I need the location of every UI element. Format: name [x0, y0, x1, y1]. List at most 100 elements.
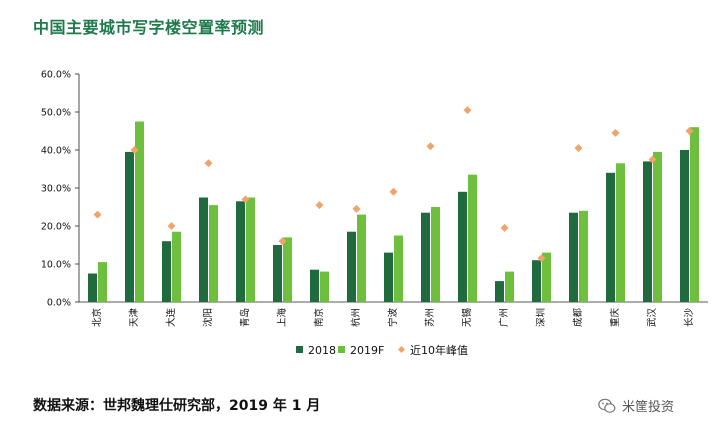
legend-swatch — [338, 346, 345, 353]
y-axis: 0.0% 10.0% 20.0% 30.0% 40.0% 50.0% 60.0% — [41, 70, 80, 309]
bar-2019F-武汉 — [653, 151, 662, 302]
bar-2018-长沙 — [680, 150, 689, 302]
y-tick-label: 10.0% — [41, 260, 71, 271]
peak-marker-成都 — [574, 144, 583, 153]
bar-2018-杭州 — [347, 231, 356, 302]
bar-2018-深圳 — [532, 260, 541, 302]
x-tick-label: 深圳 — [536, 308, 547, 327]
bar-2018-南京 — [310, 269, 319, 302]
x-tick-label: 武汉 — [646, 308, 658, 328]
legend-swatch — [398, 346, 405, 353]
y-tick-label: 0.0% — [47, 298, 71, 309]
legend-label: 近10年峰值 — [410, 343, 468, 357]
legend-label: 2019F — [350, 344, 384, 357]
y-tick-label: 30.0% — [41, 184, 71, 195]
bar-2019F-上海 — [283, 237, 292, 302]
bar-2018-北京 — [88, 273, 97, 302]
bar-2019F-大连 — [172, 231, 181, 302]
bar-2018-重庆 — [606, 172, 615, 302]
x-tick-text: 武汉 — [646, 308, 658, 328]
x-tick-text: 天津 — [129, 308, 140, 328]
peak-marker-重庆 — [611, 128, 620, 137]
legend-item: 近10年峰值 — [398, 343, 468, 357]
peak-marker-苏州 — [426, 142, 435, 151]
legend-swatch — [296, 346, 303, 353]
x-tick-label: 重庆 — [609, 308, 621, 328]
y-tick-label: 20.0% — [41, 222, 71, 233]
x-tick-text: 广州 — [498, 308, 510, 327]
bar-2018-宁波 — [384, 252, 393, 302]
peak-marker-大连 — [167, 222, 176, 230]
x-tick-label: 无锡 — [461, 308, 473, 327]
bar-2018-沈阳 — [199, 197, 208, 302]
wechat-icon — [598, 398, 616, 413]
bar-2018-苏州 — [421, 212, 430, 302]
x-tick-text: 成都 — [572, 308, 584, 328]
bar-2019F-成都 — [579, 210, 588, 302]
peak-marker-北京 — [93, 210, 102, 219]
x-tick-label: 北京 — [91, 308, 103, 327]
x-tick-label: 成都 — [572, 308, 584, 328]
legend: 2018 2019F 近10年峰值 — [296, 343, 468, 357]
bar-2018-广州 — [495, 281, 504, 302]
x-tick-text: 上海 — [276, 308, 288, 328]
data-source-note: 数据来源：世邦魏理仕研究部，2019 年 1 月 — [33, 398, 321, 414]
x-tick-label: 大连 — [165, 308, 177, 328]
y-tick-label: 40.0% — [41, 146, 71, 157]
x-tick-text: 青岛 — [239, 308, 251, 327]
peak-marker-广州 — [500, 223, 509, 232]
peak-marker-深圳 — [537, 254, 546, 263]
x-tick-text: 深圳 — [536, 308, 547, 327]
bar-2019F-广州 — [505, 271, 514, 302]
peak-marker-武汉 — [648, 155, 657, 164]
legend-label: 2018 — [308, 344, 336, 357]
x-tick-label: 青岛 — [239, 308, 251, 327]
bar-2019F-南京 — [320, 271, 329, 302]
bars — [88, 121, 699, 302]
peak-markers — [93, 106, 694, 263]
bar-2019F-杭州 — [357, 214, 366, 302]
x-tick-text: 沈阳 — [202, 308, 214, 327]
bar-2019F-长沙 — [690, 127, 699, 302]
x-axis: 北京 天津 大连 沈阳 青岛 上海 南京 杭州 宁波 苏州 无锡 广州 深圳 成都 重庆 武汉 长沙 — [79, 301, 708, 328]
x-tick-label: 宁波 — [387, 308, 399, 328]
x-tick-text: 杭州 — [350, 308, 362, 327]
watermark-text: 米筐投资 — [622, 400, 675, 415]
peak-marker-南京 — [315, 201, 324, 210]
peak-marker-杭州 — [352, 204, 361, 213]
bar-2019F-宁波 — [394, 235, 403, 302]
x-tick-text: 无锡 — [461, 308, 473, 327]
peak-marker-沈阳 — [204, 159, 213, 168]
bar-2019F-沈阳 — [209, 205, 218, 302]
peak-marker-长沙 — [685, 127, 694, 135]
legend-item: 2018 — [296, 344, 336, 357]
x-tick-text: 重庆 — [609, 308, 621, 328]
peak-marker-宁波 — [389, 187, 398, 196]
x-tick-label: 杭州 — [350, 308, 362, 327]
bar-2019F-青岛 — [246, 197, 255, 302]
chart-title: 中国主要城市写字楼空置率预测 — [33, 18, 265, 37]
bar-2018-大连 — [162, 241, 171, 302]
peak-marker-青岛 — [241, 195, 250, 204]
bar-2018-武汉 — [643, 161, 652, 302]
peak-marker-无锡 — [463, 106, 472, 115]
bar-2019F-苏州 — [431, 207, 440, 302]
bar-2019F-重庆 — [616, 163, 625, 302]
bar-2019F-无锡 — [468, 174, 477, 302]
bar-2019F-深圳 — [542, 252, 551, 302]
x-tick-text: 苏州 — [424, 308, 436, 327]
bar-2019F-天津 — [135, 121, 144, 302]
x-tick-label: 苏州 — [424, 308, 436, 327]
watermark: 米筐投资 — [598, 396, 674, 415]
peak-marker-上海 — [278, 237, 287, 246]
x-tick-label: 天津 — [129, 308, 140, 328]
bar-2018-天津 — [125, 151, 134, 302]
peak-marker-天津 — [130, 146, 139, 154]
bar-2018-无锡 — [458, 191, 467, 302]
x-tick-text: 长沙 — [683, 308, 695, 328]
bar-2018-成都 — [569, 212, 578, 302]
x-tick-text: 大连 — [165, 308, 177, 328]
y-tick-label: 60.0% — [41, 70, 71, 81]
x-tick-text: 北京 — [91, 308, 103, 327]
